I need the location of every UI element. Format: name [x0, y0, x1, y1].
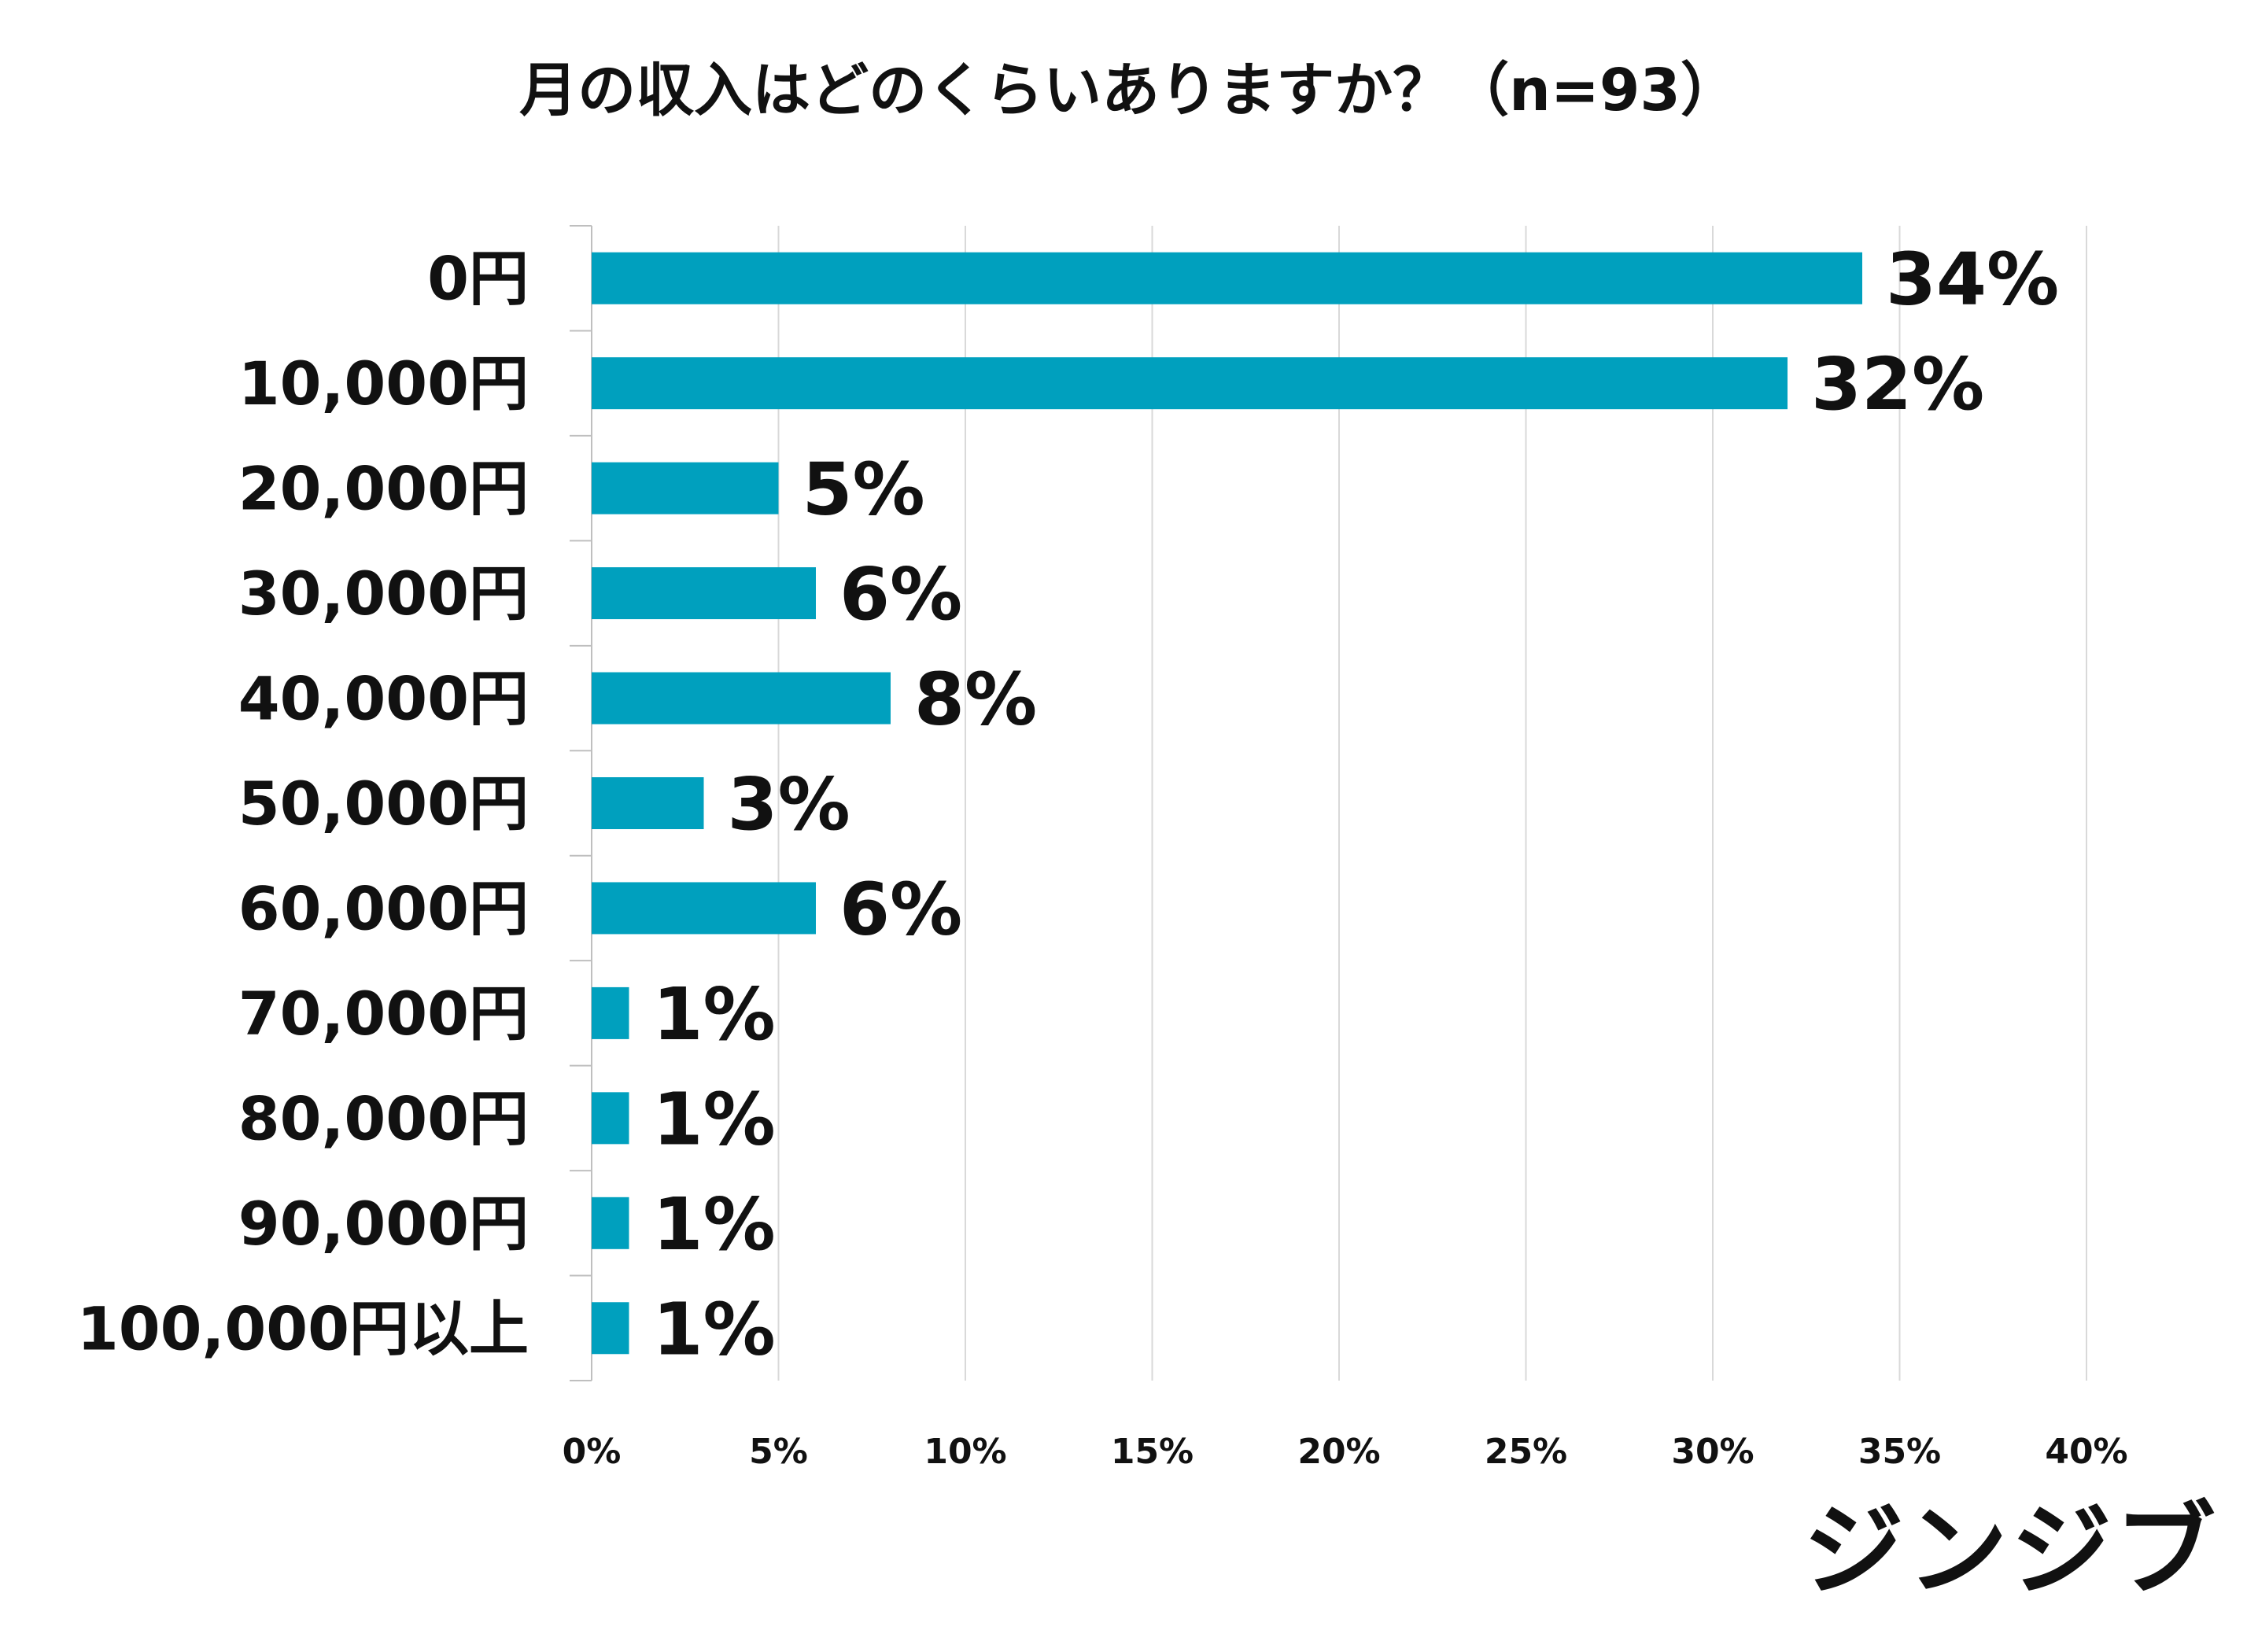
category-label-2: 20,000円: [238, 454, 529, 524]
x-tick-label-25: 25%: [1485, 1432, 1567, 1472]
brand-logo-text: ジンジブ: [1803, 1492, 2219, 1610]
bar-5: [592, 777, 704, 829]
category-label-5: 50,000円: [238, 769, 529, 839]
value-label-7: 1%: [653, 972, 776, 1056]
bar-0: [592, 252, 1862, 304]
category-label-1: 10,000円: [238, 348, 529, 419]
x-tick-label-35: 35%: [1858, 1432, 1941, 1472]
bar-4: [592, 672, 891, 725]
value-label-9: 1%: [653, 1182, 776, 1267]
value-labels: 34% 32% 5% 6% 8% 3% 6% 1% 1% 1% 1%: [653, 238, 2060, 1372]
value-label-4: 8%: [914, 658, 1037, 742]
x-tick-label-15: 15%: [1111, 1432, 1194, 1472]
bar-8: [592, 1092, 629, 1145]
value-label-1: 32%: [1811, 342, 1984, 426]
bar-2: [592, 462, 779, 514]
x-tick-label-40: 40%: [2045, 1432, 2127, 1472]
x-tick-label-0: 0%: [563, 1432, 622, 1472]
category-label-4: 40,000円: [238, 664, 529, 734]
category-label-9: 90,000円: [238, 1189, 529, 1259]
bar-10: [592, 1302, 629, 1355]
bar-1: [592, 357, 1788, 410]
category-label-8: 80,000円: [238, 1083, 529, 1153]
x-tick-label-10: 10%: [924, 1432, 1006, 1472]
category-label-0: 0円: [427, 244, 529, 314]
value-label-5: 3%: [728, 762, 850, 846]
bar-9: [592, 1197, 629, 1249]
category-label-6: 60,000円: [238, 873, 529, 943]
bar-6: [592, 882, 816, 935]
value-label-2: 5%: [802, 448, 925, 532]
value-label-3: 6%: [839, 552, 962, 636]
bars: [592, 252, 1862, 1355]
value-label-0: 34%: [1886, 238, 2059, 322]
x-tick-label-20: 20%: [1297, 1432, 1380, 1472]
bar-7: [592, 986, 629, 1039]
category-label-3: 30,000円: [238, 559, 529, 629]
value-label-6: 6%: [839, 867, 962, 951]
x-tick-label-30: 30%: [1671, 1432, 1754, 1472]
category-labels: 0円 10,000円 20,000円 30,000円 40,000円 50,000円 60,…: [77, 244, 529, 1364]
bar-3: [592, 567, 816, 620]
value-label-8: 1%: [653, 1077, 776, 1161]
chart-title: 月の収入はどのくらいありますか？（n=93）: [519, 57, 1739, 124]
category-label-10: 100,000円以上: [77, 1293, 529, 1363]
category-label-7: 70,000円: [238, 979, 529, 1049]
value-label-10: 1%: [653, 1287, 776, 1371]
grid-lines: [777, 226, 2087, 1381]
x-tick-label-5: 5%: [749, 1432, 808, 1472]
x-tick-labels: 0% 5% 10% 15% 20% 25% 30% 35% 40%: [563, 1432, 2128, 1472]
